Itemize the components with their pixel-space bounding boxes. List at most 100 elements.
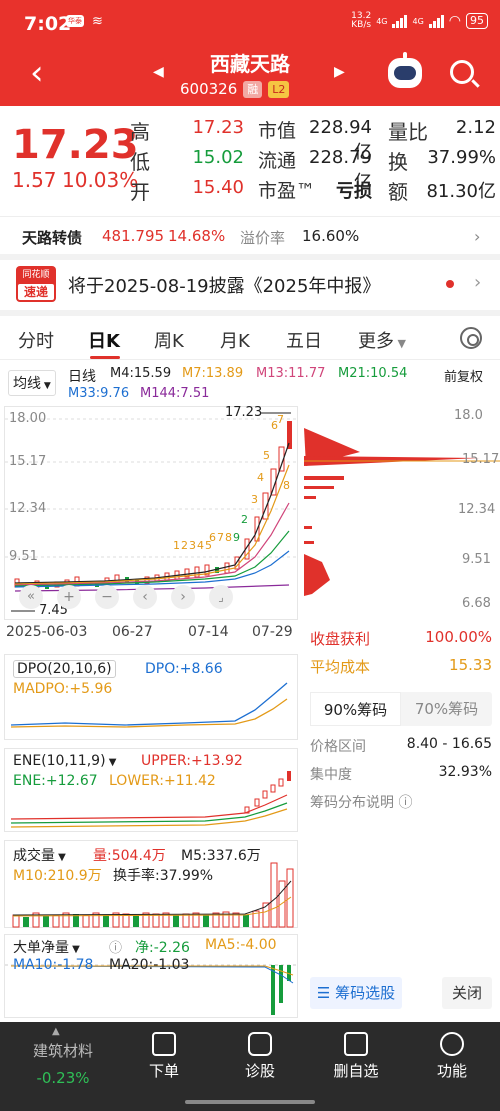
ene-upper: UPPER:+13.92 xyxy=(141,753,243,769)
tab-five-day[interactable]: 五日 xyxy=(286,331,322,352)
chip-select-button[interactable]: ☰ 筹码选股 xyxy=(310,977,402,1009)
next-stock-icon[interactable]: ▶ xyxy=(334,64,345,80)
help-icon[interactable]: ⓘ xyxy=(109,941,123,956)
fullscreen-icon[interactable]: ⌟ xyxy=(209,585,233,609)
functions-button[interactable]: 功能 xyxy=(412,1032,492,1081)
tab-intraday[interactable]: 分时 xyxy=(18,331,54,352)
ma-m33: M33:9.76 xyxy=(68,386,130,401)
wave-icon: ≋ xyxy=(92,14,103,29)
vol-m10-line xyxy=(12,896,292,917)
signal-label: 1 xyxy=(173,539,180,552)
ene-label[interactable]: ENE(10,11,9) ▼ xyxy=(13,753,116,769)
news-logo: 同花顺 速递 xyxy=(16,266,56,302)
ene-panel[interactable]: ENE(10,11,9) ▼ UPPER:+13.92 ENE:+12.67 L… xyxy=(4,748,298,832)
vol-ratio-label: 量比 xyxy=(388,120,428,144)
ma-dropdown[interactable]: 均线 ▼ xyxy=(8,370,56,396)
rewind-icon[interactable]: « xyxy=(19,585,43,609)
ma-m21: M21:10.54 xyxy=(338,366,408,381)
date-label: 2025-06-03 xyxy=(6,624,88,640)
search-icon[interactable] xyxy=(450,60,474,84)
mktcap-label: 市值 xyxy=(258,120,297,142)
volume-label[interactable]: 成交量 ▼ xyxy=(13,845,66,865)
scroll-right-icon[interactable]: › xyxy=(171,585,195,609)
max-price-label: 17.23 xyxy=(225,405,263,420)
scroll-left-icon[interactable]: ‹ xyxy=(133,585,157,609)
margin-tag: 融 xyxy=(243,80,263,98)
back-icon[interactable]: ‹ xyxy=(30,53,44,93)
float-value: 228.79亿 xyxy=(309,147,372,193)
home-indicator[interactable] xyxy=(185,1100,315,1104)
turnover-value: 37.99% xyxy=(427,147,496,168)
big-order-label[interactable]: 大单净量 ▼ xyxy=(13,937,80,957)
chip-axis-label: 12.34 xyxy=(458,502,496,517)
ma-m13: M13:11.77 xyxy=(256,366,326,381)
chip-close-button[interactable]: 关闭 xyxy=(442,977,492,1009)
big-order-ma20: MA20:-1.03 xyxy=(109,957,190,973)
candle xyxy=(262,790,268,799)
stock-name: 西藏天路 xyxy=(210,52,290,76)
volume-bar xyxy=(122,913,130,928)
prev-stock-icon[interactable]: ◀ xyxy=(153,64,164,80)
news-row[interactable]: 同花顺 速递 将于2025-08-19披露《2025年中报》 › xyxy=(0,262,500,308)
ma-m4-line xyxy=(14,442,290,584)
news-text: 将于2025-08-19披露《2025年中报》 xyxy=(68,276,381,297)
settings-icon[interactable] xyxy=(460,327,482,349)
candle xyxy=(287,421,292,449)
tab-monthly-k[interactable]: 月K xyxy=(220,331,250,352)
tab-chip-70[interactable]: 70%筹码 xyxy=(414,700,479,718)
diagnose-button[interactable]: 诊股 xyxy=(220,1032,300,1081)
order-button[interactable]: 下单 xyxy=(124,1032,204,1081)
kline-chart[interactable]: 17.23 7.45 18.00 15.17 12.34 9.51 1 2 3 … xyxy=(4,405,299,620)
volume-value: 量:504.4万 xyxy=(93,848,166,864)
big-order-panel[interactable]: 大单净量 ▼ ⓘ 净:-2.26 MA5:-4.00 MA10:-1.78 MA… xyxy=(4,934,299,1018)
convertible-bond-row[interactable]: 天路转债 481.795 14.68% 溢价率 16.60% › xyxy=(0,216,500,254)
tab-weekly-k[interactable]: 周K xyxy=(154,331,184,352)
tab-more[interactable]: 更多 ▼ xyxy=(358,327,406,353)
ma-period: 日线 xyxy=(68,369,96,385)
remove-watchlist-button[interactable]: 删自选 xyxy=(316,1032,396,1081)
volume-bar xyxy=(92,912,100,928)
volume-panel[interactable]: 成交量 ▼ 量:504.4万 M5:337.6万 M10:210.9万 换手率:… xyxy=(4,840,298,928)
quote-panel: 17.23 1.57 10.03% 高 低 开 17.23 15.02 15.4… xyxy=(0,106,500,210)
zoom-in-icon[interactable]: + xyxy=(57,585,81,609)
chip-axis-label: 6.68 xyxy=(462,596,491,611)
chart-tabs: 分时 日K 周K 月K 五日 更多 ▼ xyxy=(0,318,500,360)
dpo-label[interactable]: DPO(20,10,6) xyxy=(13,660,116,678)
concentration-value: 32.93% xyxy=(438,764,492,780)
signal-row: 1 2 3 4 5 xyxy=(173,539,212,552)
chevron-right-icon: › xyxy=(474,227,481,246)
chip-axis-label: 9.51 xyxy=(462,552,491,567)
stock-code-row: 600326 融 L2 xyxy=(180,80,290,98)
y-label: 15.17 xyxy=(9,454,47,469)
volume-label-text: 成交量 xyxy=(13,848,55,864)
price-range-row: 价格区间 8.40 - 16.65 xyxy=(310,736,492,756)
open-value: 15.40 xyxy=(192,177,244,198)
chip-explain-link[interactable]: 筹码分布说明 ⓘ xyxy=(310,792,492,812)
signal-label: 6 xyxy=(209,531,216,544)
adjust-mode[interactable]: 前复权 xyxy=(444,370,484,385)
dpo-line xyxy=(10,682,288,726)
ai-assistant-icon[interactable] xyxy=(388,52,422,88)
tab-underline xyxy=(90,356,120,359)
volume-bar xyxy=(262,902,270,928)
ma-m7-line xyxy=(14,464,290,585)
signal-label: 2 xyxy=(241,513,248,526)
cb-pct: 14.68% xyxy=(168,227,226,245)
signal-label: 9 xyxy=(233,531,240,544)
volume-bar xyxy=(212,912,220,928)
chip-bar xyxy=(304,486,334,489)
chip-bar xyxy=(304,476,344,480)
zoom-out-icon[interactable]: − xyxy=(95,585,119,609)
volume-bar xyxy=(12,914,20,928)
status-indicators: 13.2 KB/s 4G 4G ◠ 95 xyxy=(351,12,488,30)
dpo-panel[interactable]: DPO(20,10,6) DPO:+8.66 MADPO:+5.96 xyxy=(4,654,298,740)
list-icon: ☰ xyxy=(316,984,336,1002)
tab-chip-90[interactable]: 90%筹码 xyxy=(310,692,401,726)
tab-daily-k[interactable]: 日K xyxy=(88,331,120,352)
volume-bar xyxy=(270,862,278,928)
ma-m4: M4:15.59 xyxy=(110,366,172,381)
minus-box-icon xyxy=(344,1032,368,1056)
candle xyxy=(224,562,230,574)
chip-profit-area xyxy=(304,554,330,596)
sector-info[interactable]: 建筑材料 -0.23% xyxy=(18,1040,108,1087)
